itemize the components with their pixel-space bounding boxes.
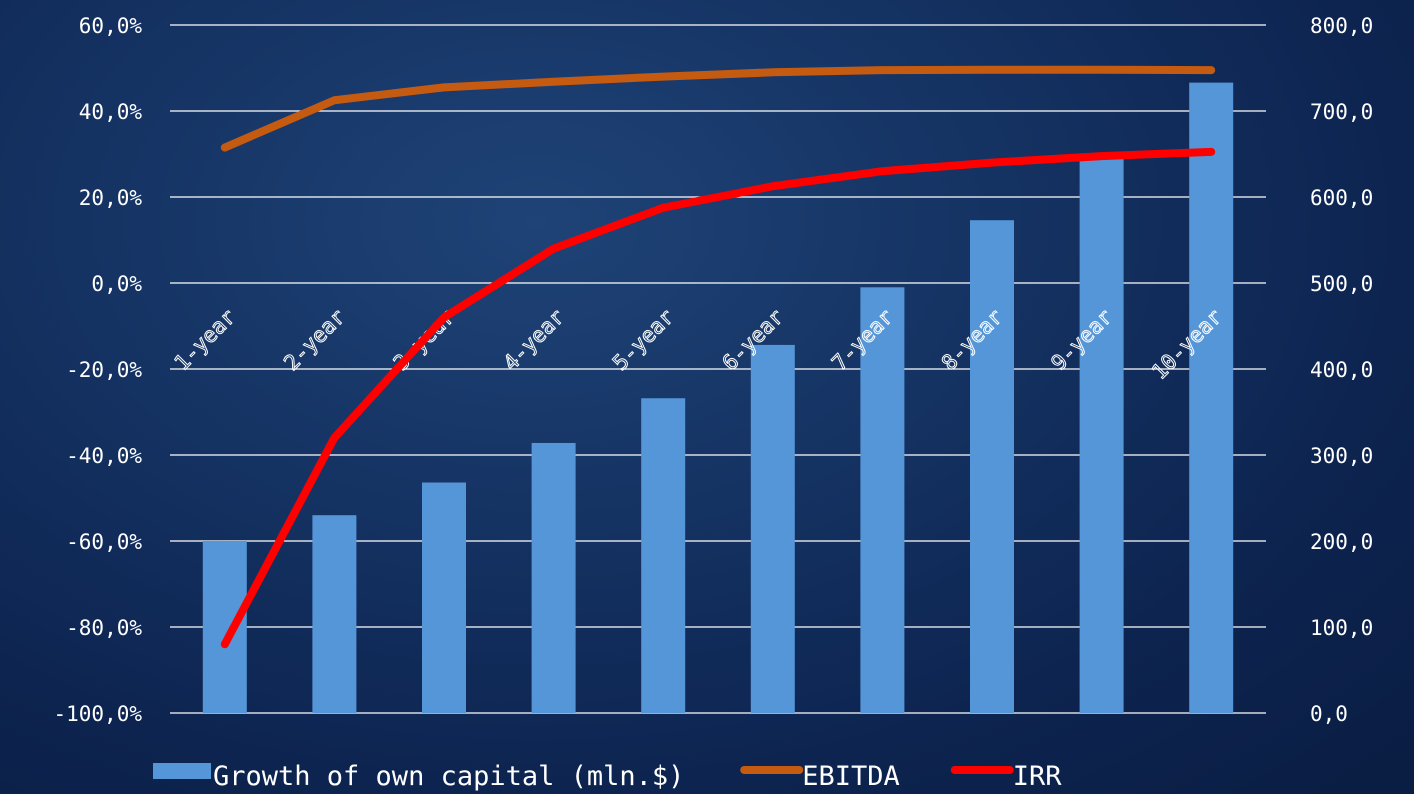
right-tick-label: 100,0 bbox=[1310, 616, 1373, 640]
bar bbox=[641, 398, 686, 713]
right-tick-label: 500,0 bbox=[1310, 272, 1373, 296]
category-labels: 1-year 2-year 3-year 4-year 5-year 6-year 7-ye… bbox=[169, 304, 1227, 385]
category-label: 4-year bbox=[499, 305, 570, 376]
legend-label: Growth of own capital (mln.$) bbox=[213, 761, 684, 792]
legend-label: EBITDA bbox=[802, 761, 900, 792]
left-tick-label: 0,0% bbox=[91, 272, 142, 296]
line-series bbox=[220, 65, 1216, 649]
bar bbox=[1189, 82, 1234, 714]
line-irr bbox=[220, 147, 1216, 649]
bar-series bbox=[202, 82, 1234, 714]
left-tick-label: -20,0% bbox=[66, 358, 142, 382]
category-label: 2-year bbox=[279, 305, 350, 376]
bar bbox=[970, 220, 1014, 713]
bar bbox=[1079, 154, 1124, 713]
legend: Growth of own capital (mln.$) EBITDA IRR bbox=[153, 761, 1062, 792]
line-ebitda bbox=[220, 65, 1216, 152]
bar bbox=[312, 515, 357, 713]
right-tick-label: 800,0 bbox=[1310, 14, 1373, 38]
bar bbox=[422, 482, 466, 713]
bar bbox=[750, 344, 795, 713]
right-tick-label: 300,0 bbox=[1310, 444, 1373, 468]
left-tick-label: 40,0% bbox=[79, 100, 143, 124]
left-tick-label: 60,0% bbox=[79, 14, 143, 38]
right-tick-label: 0,0 bbox=[1310, 702, 1348, 726]
legend-label: IRR bbox=[1013, 761, 1063, 792]
category-label: 1-year bbox=[170, 305, 241, 376]
right-axis: 800,0 700,0 600,0 500,0 400,0 300,0 200,0 100,0… bbox=[1310, 14, 1373, 726]
left-axis: 60,0% 40,0% 20,0% 0,0% -20,0% -40,0% -60,0% -80… bbox=[53, 14, 142, 726]
left-tick-label: -60,0% bbox=[66, 530, 142, 554]
right-tick-label: 600,0 bbox=[1310, 186, 1373, 210]
left-tick-label: -100,0% bbox=[53, 702, 142, 726]
right-tick-label: 200,0 bbox=[1310, 530, 1373, 554]
legend-swatch bbox=[153, 763, 211, 779]
bar bbox=[531, 442, 576, 713]
left-tick-label: -80,0% bbox=[66, 616, 142, 640]
category-label: 5-year bbox=[608, 305, 679, 376]
right-tick-label: 400,0 bbox=[1310, 358, 1373, 382]
bar bbox=[202, 541, 247, 713]
left-tick-label: -40,0% bbox=[66, 444, 142, 468]
left-tick-label: 20,0% bbox=[79, 186, 143, 210]
right-tick-label: 700,0 bbox=[1310, 100, 1373, 124]
bar bbox=[860, 287, 905, 713]
